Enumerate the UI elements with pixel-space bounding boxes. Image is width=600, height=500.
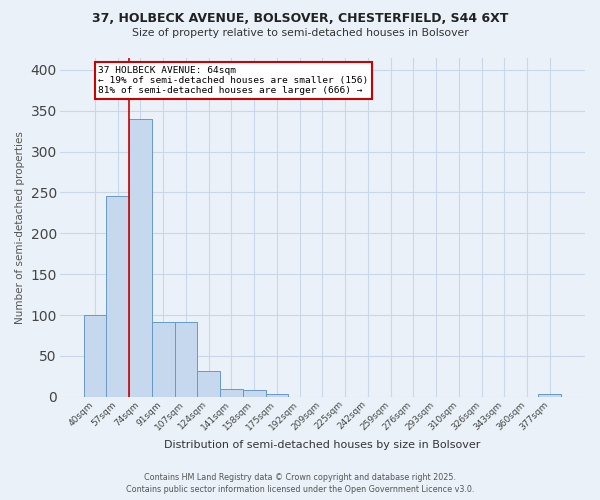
Bar — [83, 315, 106, 397]
Bar — [152, 322, 175, 397]
Bar — [243, 390, 266, 397]
X-axis label: Distribution of semi-detached houses by size in Bolsover: Distribution of semi-detached houses by … — [164, 440, 481, 450]
Bar — [197, 370, 220, 397]
Text: 37, HOLBECK AVENUE, BOLSOVER, CHESTERFIELD, S44 6XT: 37, HOLBECK AVENUE, BOLSOVER, CHESTERFIE… — [92, 12, 508, 26]
Bar — [220, 388, 243, 397]
Bar — [175, 322, 197, 397]
Bar — [266, 394, 288, 397]
Bar — [538, 394, 561, 397]
Text: Size of property relative to semi-detached houses in Bolsover: Size of property relative to semi-detach… — [131, 28, 469, 38]
Bar — [106, 196, 129, 397]
Text: Contains HM Land Registry data © Crown copyright and database right 2025.
Contai: Contains HM Land Registry data © Crown c… — [126, 472, 474, 494]
Text: 37 HOLBECK AVENUE: 64sqm
← 19% of semi-detached houses are smaller (156)
81% of : 37 HOLBECK AVENUE: 64sqm ← 19% of semi-d… — [98, 66, 368, 96]
Y-axis label: Number of semi-detached properties: Number of semi-detached properties — [15, 130, 25, 324]
Bar — [129, 119, 152, 397]
